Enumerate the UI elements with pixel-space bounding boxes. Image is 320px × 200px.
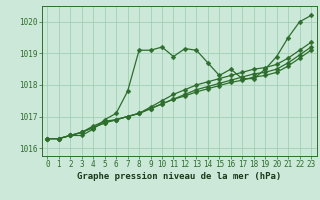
X-axis label: Graphe pression niveau de la mer (hPa): Graphe pression niveau de la mer (hPa): [77, 172, 281, 181]
